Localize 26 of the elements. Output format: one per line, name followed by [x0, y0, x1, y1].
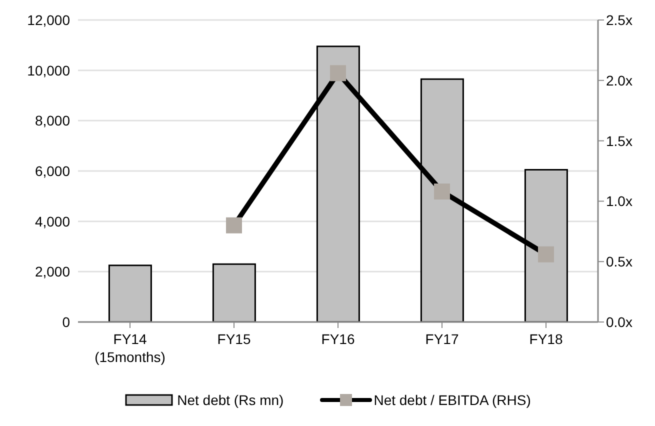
y-tick-label: 6,000 [34, 162, 70, 179]
point [226, 217, 242, 234]
legend-label: Net debt (Rs mn) [177, 392, 284, 408]
bar [212, 263, 256, 322]
y2-tick-label: 2.5x [606, 12, 632, 28]
y-tick-label: 12,000 [27, 12, 70, 28]
x-tick-label: FY14 (15months) [94, 331, 166, 365]
y2-tick-label: 0.5x [606, 254, 632, 270]
y2-tick-label: 0.0x [606, 314, 632, 330]
y-tick-label: 2,000 [34, 264, 70, 280]
y2-tick-label: 1.0x [606, 193, 632, 210]
y-tick-label: 10,000 [27, 62, 70, 78]
legend-label: Net debt / EBITDA (RHS) [374, 392, 531, 408]
x-tick-label: FY17 [425, 331, 459, 347]
x-tick-label: FY15 [217, 331, 251, 347]
point [434, 184, 450, 200]
x-tick-label: FY16 [321, 331, 355, 347]
y-tick-label: 8,000 [34, 112, 70, 129]
point [538, 246, 554, 262]
y2-tick-label: 1.5x [606, 132, 632, 149]
bar [108, 264, 152, 322]
x-tick-label: FY18 [529, 331, 563, 347]
y-tick-label: 4,000 [34, 213, 70, 230]
y-tick-label: 0 [62, 314, 70, 330]
point [330, 65, 346, 82]
y2-tick-label: 2.0x [606, 72, 632, 88]
